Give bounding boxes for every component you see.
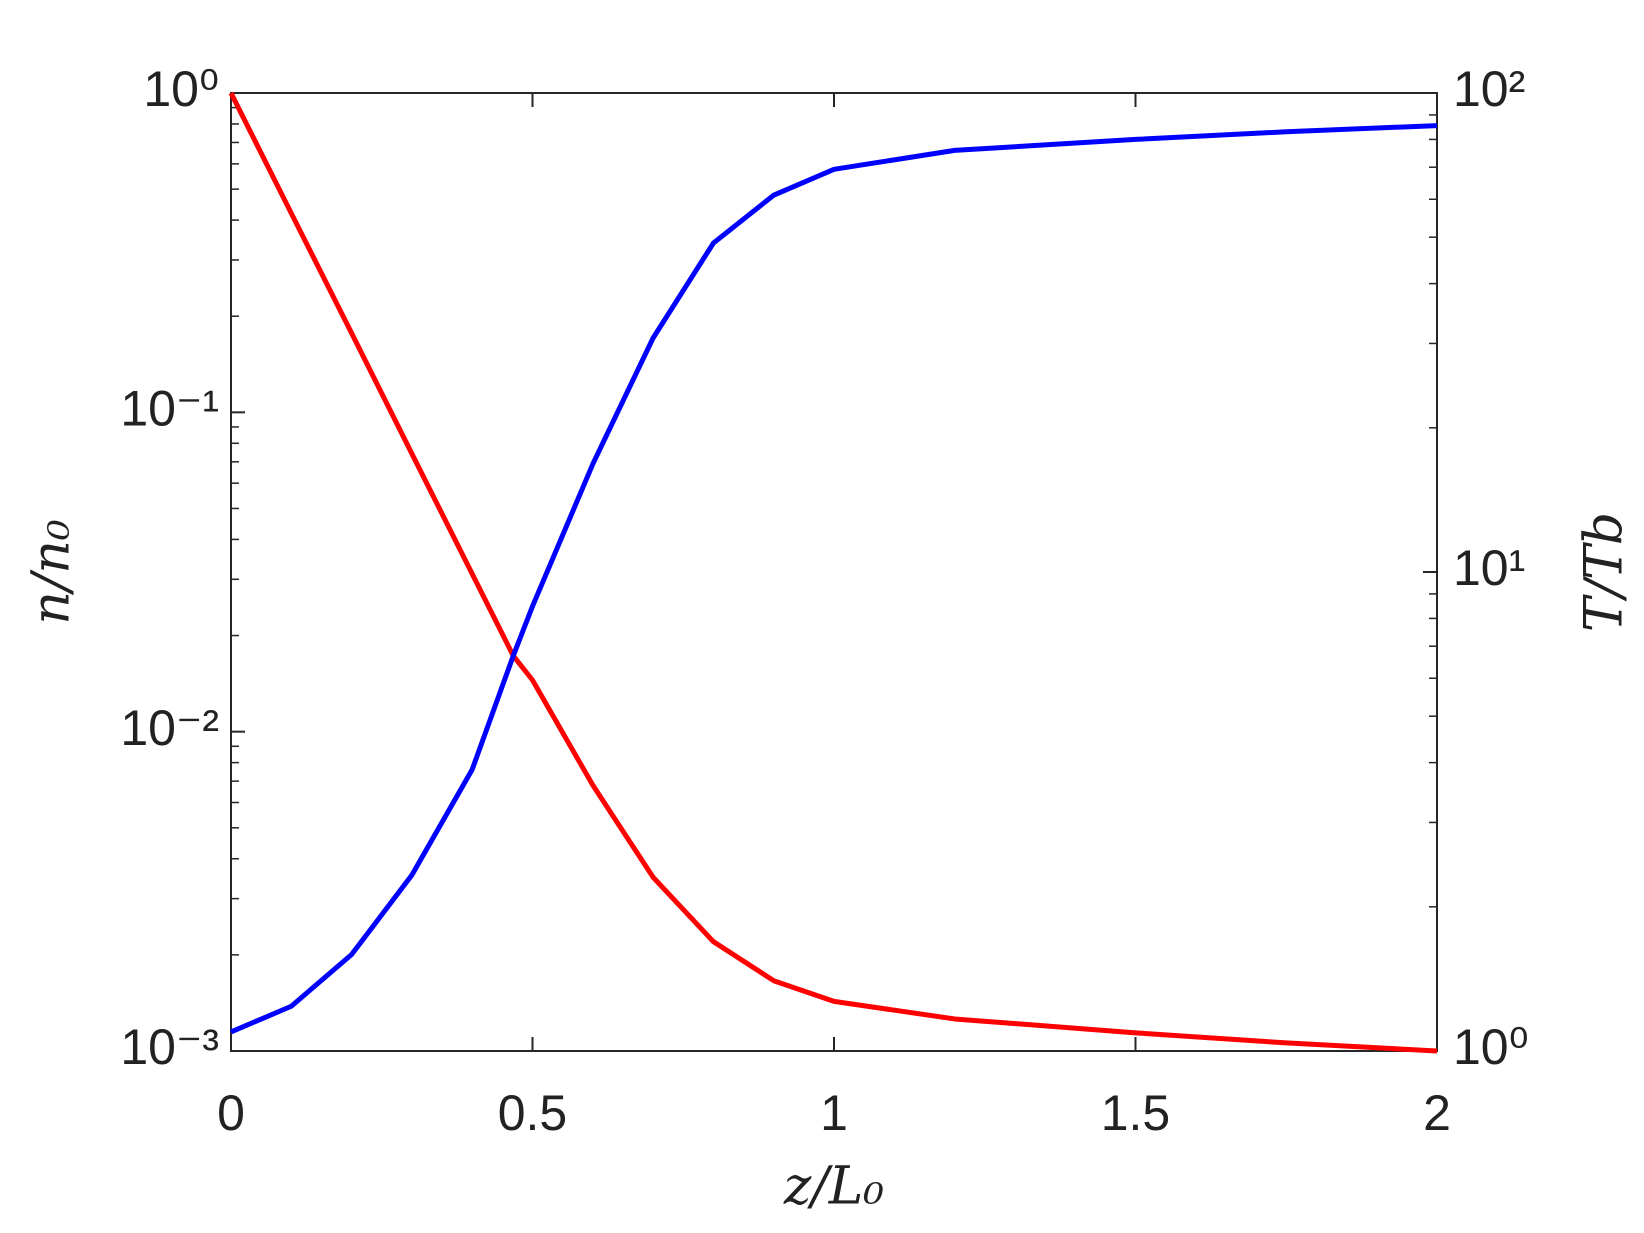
y-tick-label: 10⁻¹ bbox=[120, 381, 219, 437]
x-tick-label: 1.5 bbox=[1101, 1085, 1171, 1141]
y2-tick-label: 10² bbox=[1453, 61, 1525, 117]
x-axis-label: z/L₀ bbox=[783, 1157, 884, 1217]
x-tick-label: 0.5 bbox=[498, 1085, 568, 1141]
y2-tick-label: 10¹ bbox=[1453, 540, 1525, 596]
plot-frame bbox=[230, 92, 1438, 1052]
x-tick-label: 1 bbox=[820, 1085, 848, 1141]
y-tick-label: 10⁻³ bbox=[120, 1019, 219, 1075]
y-axis-label: n/n₀ bbox=[22, 519, 82, 625]
y2-axis-label: T/Tb bbox=[1575, 512, 1635, 632]
data-line bbox=[228, 91, 1438, 1054]
data-line bbox=[230, 123, 1438, 1035]
y-tick-label: 10⁰ bbox=[143, 61, 219, 117]
x-tick-label: 2 bbox=[1423, 1085, 1451, 1141]
y2-tick-label: 10⁰ bbox=[1453, 1019, 1529, 1075]
y-tick-label: 10⁻² bbox=[120, 700, 219, 756]
x-tick-label: 0 bbox=[217, 1085, 245, 1141]
